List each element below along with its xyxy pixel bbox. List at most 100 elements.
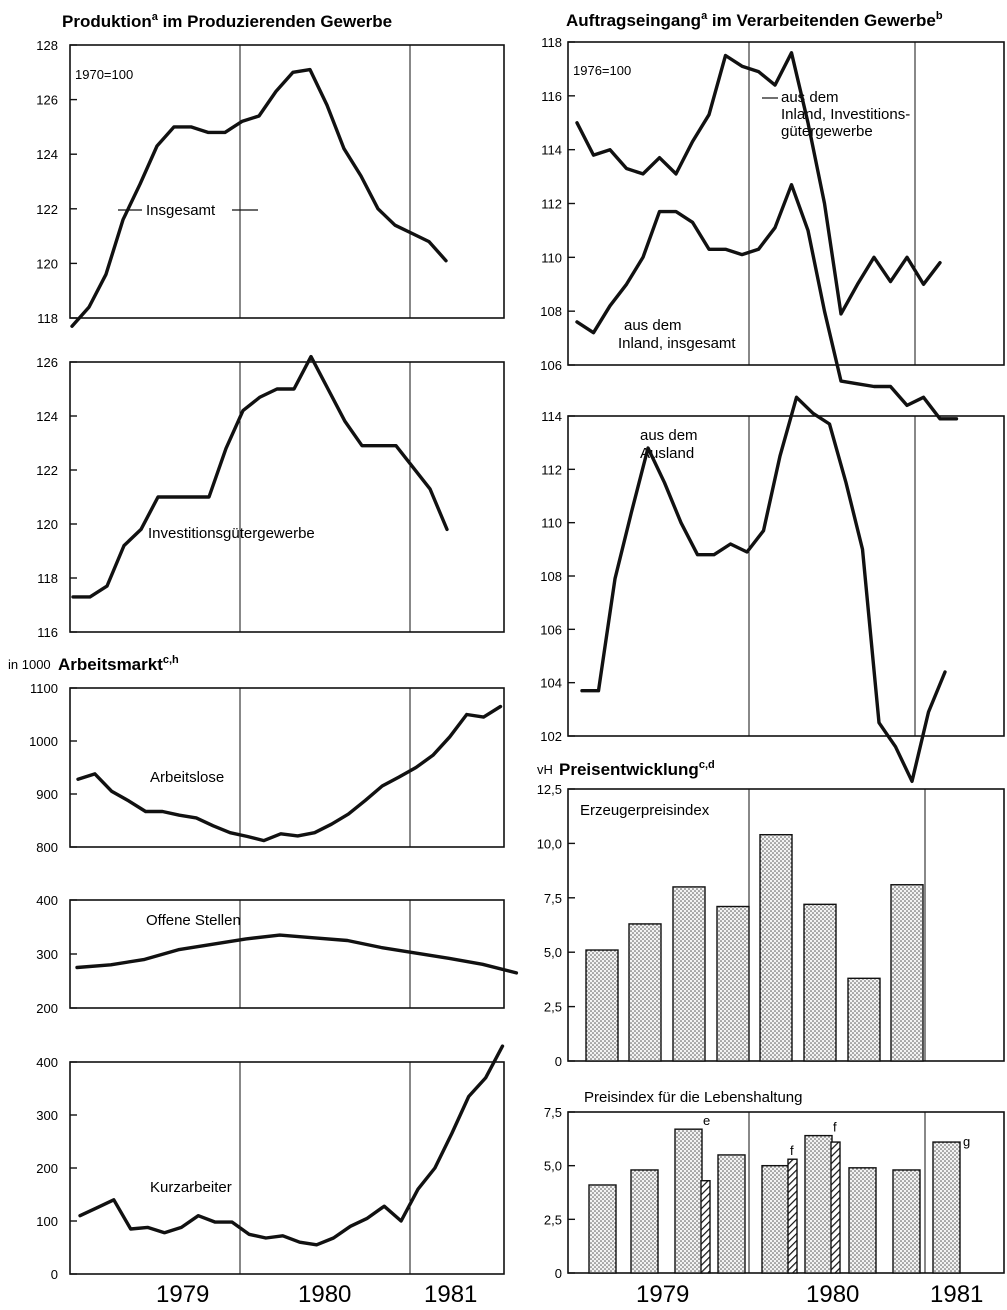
y-tick-label: 118 xyxy=(37,311,58,326)
year-label-1981-right: 1981 xyxy=(930,1281,983,1308)
series-line-o1-1 xyxy=(575,183,959,421)
year-label-1979-left: 1979 xyxy=(156,1281,209,1308)
bar-l1-1 xyxy=(630,1169,659,1274)
y-tick-label: 300 xyxy=(36,1108,58,1123)
y-tick-label: 122 xyxy=(36,463,58,478)
y-tick-label: 110 xyxy=(541,250,562,265)
y-tick-label: 112 xyxy=(541,197,562,212)
bar-l1-3 xyxy=(717,1154,746,1274)
y-tick-label: 7,5 xyxy=(544,1105,562,1120)
series-label-insgesamt: Insgesamt xyxy=(146,202,216,219)
series-label-investitionsgueter: Investitionsgütergewerbe xyxy=(148,525,315,542)
production-base-label: 1970=100 xyxy=(75,67,133,82)
series-label-inland-investment: aus dem Inland, Investitions-gütergewerbe xyxy=(781,89,910,140)
y-tick-label: 0 xyxy=(51,1267,58,1282)
bar-footnote-mark: e xyxy=(703,1113,710,1128)
series-label-inland-investment-text: aus dem Inland, Investitions-gütergewerbe xyxy=(781,89,910,140)
y-tick-label: 128 xyxy=(36,38,58,53)
prices-title: Preisentwicklungc,d xyxy=(559,759,715,779)
y-tick-label: 300 xyxy=(36,947,58,962)
y-tick-label: 10,0 xyxy=(537,836,562,851)
bar-e1-4 xyxy=(759,833,793,1062)
series-label-kurzarbeiter: Kurzarbeiter xyxy=(150,1179,232,1196)
y-tick-label: 114 xyxy=(541,143,562,158)
y-tick-label: 400 xyxy=(36,893,58,908)
y-tick-label: 0 xyxy=(555,1054,562,1069)
producer-price-title: Erzeugerpreisindex xyxy=(580,802,710,819)
bar-l1-4 xyxy=(761,1164,790,1274)
series-line-o2-0 xyxy=(580,395,947,783)
unemployed-frame xyxy=(69,687,505,848)
y-tick-label: 400 xyxy=(36,1055,58,1070)
bar-e1-0 xyxy=(585,949,619,1062)
labour-unit-label: in 1000 xyxy=(8,657,51,672)
y-tick-label: 114 xyxy=(541,409,562,424)
y-tick-label: 200 xyxy=(36,1001,58,1016)
y-tick-label: 106 xyxy=(540,358,562,373)
series-line-o1-0 xyxy=(575,51,942,316)
vacancies-frame xyxy=(69,899,505,1009)
year-label-1979-right: 1979 xyxy=(636,1281,689,1308)
y-tick-label: 12,5 xyxy=(537,782,562,797)
y-tick-label: 800 xyxy=(36,840,58,855)
y-tick-label: 200 xyxy=(36,1161,58,1176)
y-tick-label: 108 xyxy=(540,569,562,584)
production-total-frame xyxy=(69,44,505,319)
y-tick-label: 112 xyxy=(541,462,562,477)
production-investment-frame xyxy=(69,361,505,633)
y-tick-label: 122 xyxy=(36,202,58,217)
series-line-p1-0 xyxy=(70,67,448,328)
production-title: Produktiona im Produzierenden Gewerbe xyxy=(62,11,392,31)
bar-e1-5 xyxy=(803,903,837,1062)
series-line-a2-0 xyxy=(75,933,519,975)
bar-e1-6 xyxy=(847,977,881,1062)
y-tick-label: 124 xyxy=(36,409,58,424)
y-tick-label: 110 xyxy=(541,516,562,531)
bar-l1-5 xyxy=(804,1134,833,1274)
series-line-a3-0 xyxy=(78,1044,505,1247)
y-tick-label: 124 xyxy=(36,147,58,162)
y-tick-label: 116 xyxy=(541,89,562,104)
bar-l1-8 xyxy=(932,1141,961,1274)
orders-title: Auftragseinganga im Verarbeitenden Gewer… xyxy=(566,10,943,30)
bar-footnote-mark: f xyxy=(790,1143,794,1158)
prices-unit-label: vH xyxy=(537,762,553,777)
bar-footnote-mark: g xyxy=(963,1134,970,1149)
labour-title: Arbeitsmarktc,h xyxy=(58,654,179,674)
y-tick-label: 2,5 xyxy=(544,1000,562,1015)
cost-of-living-title: Preisindex für die Lebenshaltung xyxy=(584,1089,802,1106)
series-label-arbeitslose: Arbeitslose xyxy=(150,769,224,786)
year-label-1980-left: 1980 xyxy=(298,1281,351,1308)
y-tick-label: 900 xyxy=(36,787,58,802)
y-tick-label: 118 xyxy=(37,571,58,586)
bar-l1-6 xyxy=(848,1167,877,1274)
chart-marks: 118 120 122 124 126 128 116 118 120 122 124 126 800 9… xyxy=(29,35,970,1282)
y-tick-label: 118 xyxy=(541,35,562,50)
series-line-p2-0 xyxy=(71,354,449,599)
y-tick-label: 104 xyxy=(540,676,562,691)
year-gridlines-left xyxy=(239,45,411,1274)
y-tick-label: 5,0 xyxy=(544,1159,562,1174)
series-label-offene-stellen: Offene Stellen xyxy=(146,912,241,929)
y-tick-label: 126 xyxy=(36,93,58,108)
bar-e1-2 xyxy=(672,886,706,1062)
bar-e1-3 xyxy=(716,905,750,1062)
y-tick-label: 108 xyxy=(540,304,562,319)
y-tick-label: 1000 xyxy=(29,734,58,749)
series-label-ausland: aus dem Ausland xyxy=(640,427,698,462)
bar-footnote-mark: f xyxy=(833,1120,837,1135)
series-label-inland-total: aus dem Inland, insgesamt xyxy=(618,317,736,352)
y-tick-label: 120 xyxy=(36,517,58,532)
bar-l1-0 xyxy=(588,1184,617,1274)
y-tick-label: 5,0 xyxy=(544,945,562,960)
y-tick-label: 116 xyxy=(37,625,58,640)
y-tick-label: 120 xyxy=(36,256,58,271)
bar-l1-2 xyxy=(674,1128,703,1274)
y-tick-label: 0 xyxy=(555,1266,562,1281)
year-label-1980-right: 1980 xyxy=(806,1281,859,1308)
series-line-a1-0 xyxy=(76,704,503,843)
hatched-bar-l1-4 xyxy=(787,1158,798,1274)
bar-e1-1 xyxy=(628,923,662,1062)
hatched-bar-l1-5 xyxy=(830,1141,841,1274)
y-tick-label: 100 xyxy=(36,1214,58,1229)
